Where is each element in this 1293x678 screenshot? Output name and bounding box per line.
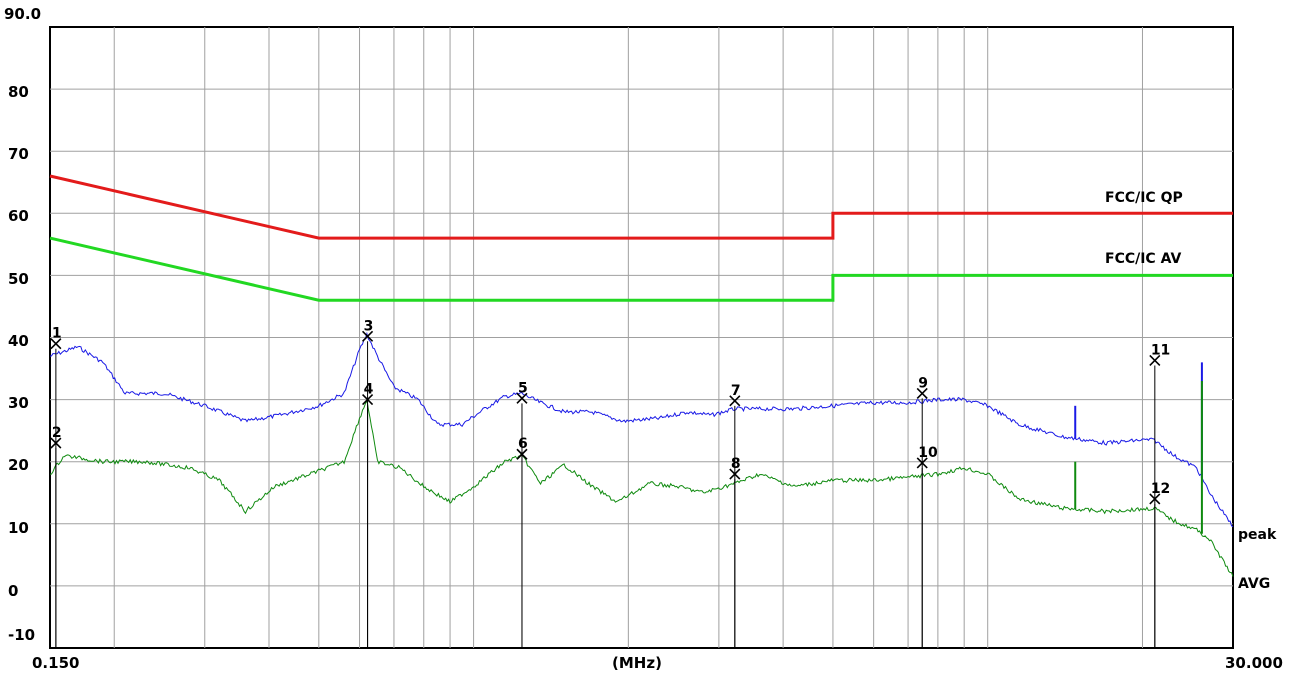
marker-cross — [1149, 493, 1161, 505]
marker-cross — [729, 395, 741, 407]
y-tick-label: 10 — [8, 519, 29, 537]
marker-label: 10 — [918, 445, 938, 461]
y-tick-label: 40 — [8, 332, 29, 350]
y-tick-label: 20 — [8, 456, 29, 474]
marker-cross — [362, 330, 374, 342]
marker-cross — [916, 457, 928, 469]
y-tick-label: -10 — [8, 626, 35, 644]
y-tick-label: 80 — [8, 83, 29, 101]
x-axis-label: (MHz) — [612, 654, 662, 672]
limit-lines — [49, 174, 1233, 302]
marker-label: 5 — [518, 380, 528, 396]
marker-label: 12 — [1151, 481, 1170, 497]
y-tick-label: 60 — [8, 207, 29, 225]
marker-cross — [516, 448, 528, 460]
qp-limit-line — [49, 174, 1233, 240]
marker-cross — [916, 387, 928, 399]
marker-cross — [729, 468, 741, 480]
y-tick-label: 30 — [8, 394, 29, 412]
av-limit-label: FCC/IC AV — [1105, 251, 1181, 267]
y-tick-label: 90.0 — [4, 5, 41, 23]
y-tick-label: 70 — [8, 145, 29, 163]
marker-label: 8 — [731, 456, 741, 472]
x-tick-label-max: 30.000 — [1225, 654, 1283, 672]
peak-series-label: peak — [1238, 527, 1277, 543]
marker-cross — [50, 338, 62, 350]
y-tick-label: 50 — [8, 270, 29, 288]
marker-label: 2 — [52, 425, 62, 441]
av-limit-line — [49, 236, 1233, 302]
x-tick-label-min: 0.150 — [32, 654, 79, 672]
marker-label: 4 — [364, 382, 374, 398]
labels: 90.0 80 70 60 50 40 30 20 10 0 -10 0.150… — [4, 5, 1283, 672]
marker-label: 3 — [364, 318, 374, 334]
avg-series-label: AVG — [1238, 576, 1270, 592]
data-series — [49, 331, 1234, 577]
marker-cross — [50, 437, 62, 449]
y-tick-label: 0 — [8, 582, 18, 600]
qp-limit-label: FCC/IC QP — [1105, 190, 1183, 206]
marker-cross — [362, 394, 374, 406]
marker-label: 6 — [518, 436, 528, 452]
peak-series-line — [49, 331, 1234, 528]
marker-label: 11 — [1151, 342, 1170, 358]
marker-label: 1 — [52, 326, 62, 342]
marker-label: 9 — [918, 375, 928, 391]
marker-label: 7 — [731, 383, 741, 399]
marker-cross — [516, 392, 528, 404]
marker-cross — [1149, 354, 1161, 367]
avg-series-line — [50, 398, 1234, 577]
